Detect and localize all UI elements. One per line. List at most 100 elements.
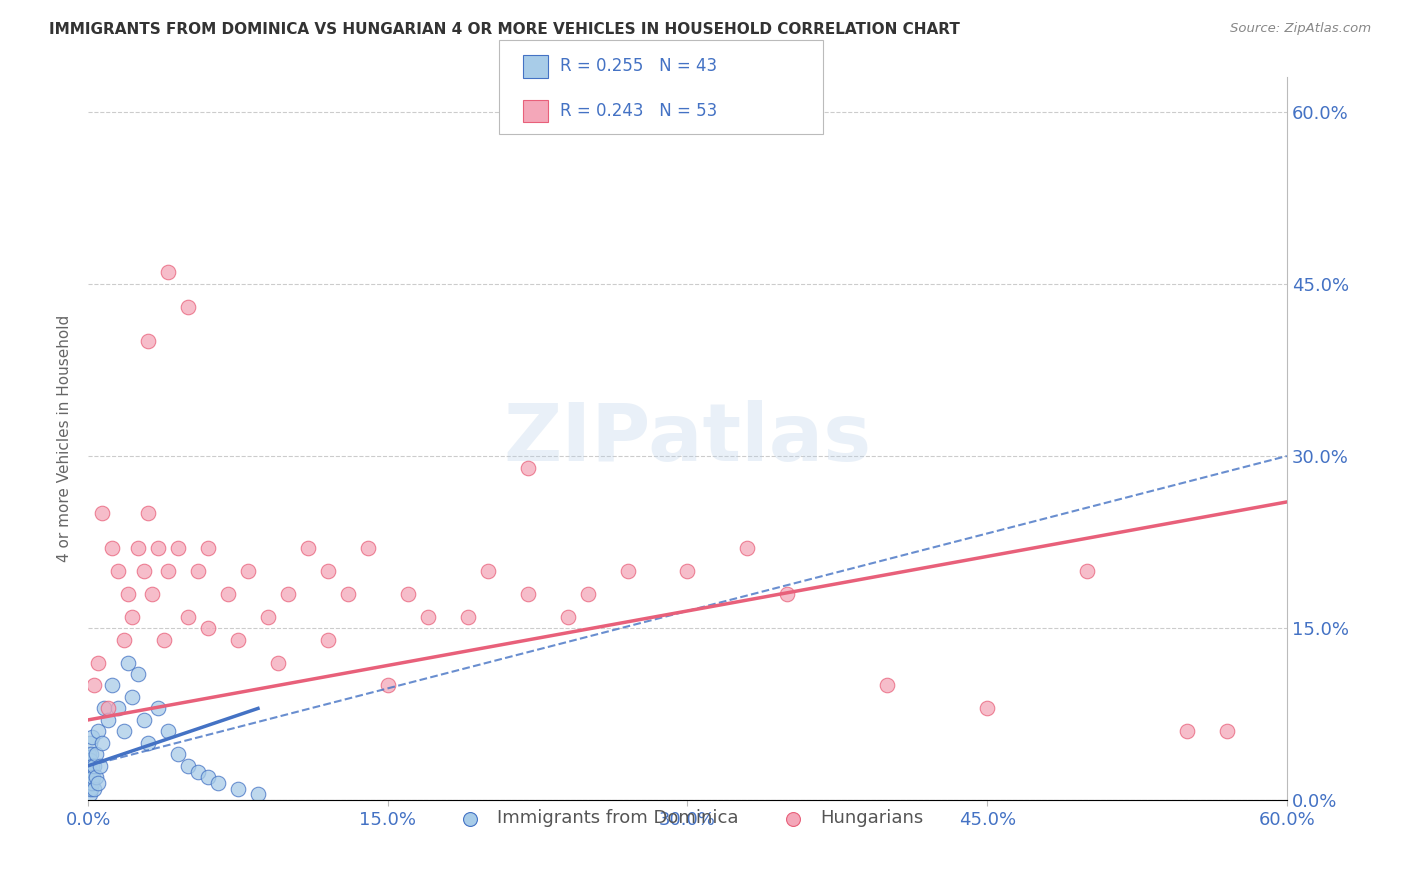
Point: [117, 587, 139, 601]
Point: [101, 541, 124, 555]
Point: [416, 609, 439, 624]
Point: [236, 564, 259, 578]
Point: [177, 300, 200, 314]
Point: [277, 587, 299, 601]
Point: [357, 541, 380, 555]
Point: [1175, 724, 1198, 739]
Text: R = 0.243   N = 53: R = 0.243 N = 53: [560, 102, 717, 120]
Text: ZIPatlas: ZIPatlas: [503, 400, 872, 478]
Point: [80, 747, 103, 762]
Point: [117, 656, 139, 670]
Point: [89, 759, 111, 773]
Point: [82, 759, 104, 773]
Point: [97, 701, 120, 715]
Point: [676, 564, 699, 578]
Point: [136, 334, 159, 349]
Point: [77, 747, 100, 762]
Point: [127, 541, 149, 555]
Point: [557, 609, 579, 624]
Point: [136, 736, 159, 750]
Point: [79, 788, 101, 802]
Point: [80, 770, 103, 784]
Point: [80, 781, 103, 796]
Point: [77, 781, 100, 796]
Point: [77, 770, 100, 784]
Point: [157, 265, 180, 279]
Point: [93, 701, 115, 715]
Point: [187, 564, 209, 578]
Point: [876, 678, 898, 692]
Point: [576, 587, 599, 601]
Point: [516, 460, 538, 475]
Point: [132, 564, 155, 578]
Point: [112, 724, 135, 739]
Point: [79, 753, 101, 767]
Point: [257, 609, 280, 624]
Point: [82, 730, 104, 744]
Point: [121, 609, 143, 624]
Point: [107, 564, 129, 578]
Point: [177, 759, 200, 773]
Point: [87, 724, 110, 739]
Text: IMMIGRANTS FROM DOMINICA VS HUNGARIAN 4 OR MORE VEHICLES IN HOUSEHOLD CORRELATIO: IMMIGRANTS FROM DOMINICA VS HUNGARIAN 4 …: [49, 22, 960, 37]
Point: [1076, 564, 1098, 578]
Point: [457, 609, 479, 624]
Point: [97, 713, 120, 727]
Point: [146, 541, 169, 555]
Point: [82, 776, 104, 790]
Point: [141, 587, 163, 601]
Point: [79, 764, 101, 779]
Point: [207, 776, 229, 790]
Point: [167, 747, 190, 762]
Point: [91, 507, 114, 521]
Text: Source: ZipAtlas.com: Source: ZipAtlas.com: [1230, 22, 1371, 36]
Legend: Immigrants from Dominica, Hungarians: Immigrants from Dominica, Hungarians: [444, 802, 931, 835]
Point: [77, 759, 100, 773]
Point: [217, 587, 239, 601]
Point: [157, 564, 180, 578]
Text: R = 0.255   N = 43: R = 0.255 N = 43: [560, 57, 717, 76]
Point: [316, 564, 339, 578]
Point: [157, 724, 180, 739]
Point: [1216, 724, 1239, 739]
Point: [616, 564, 638, 578]
Point: [83, 781, 105, 796]
Point: [396, 587, 419, 601]
Point: [84, 747, 107, 762]
Point: [83, 759, 105, 773]
Point: [177, 609, 200, 624]
Point: [197, 621, 219, 635]
Point: [477, 564, 499, 578]
Point: [87, 656, 110, 670]
Point: [226, 632, 249, 647]
Point: [83, 678, 105, 692]
Point: [336, 587, 359, 601]
Point: [187, 764, 209, 779]
Point: [246, 788, 269, 802]
Point: [267, 656, 290, 670]
Point: [107, 701, 129, 715]
Point: [197, 541, 219, 555]
Point: [121, 690, 143, 704]
Point: [976, 701, 998, 715]
Point: [91, 736, 114, 750]
Point: [737, 541, 759, 555]
Point: [87, 776, 110, 790]
Point: [146, 701, 169, 715]
Point: [101, 678, 124, 692]
Point: [82, 770, 104, 784]
Point: [377, 678, 399, 692]
Point: [84, 770, 107, 784]
Point: [316, 632, 339, 647]
Point: [127, 667, 149, 681]
Point: [79, 736, 101, 750]
Point: [132, 713, 155, 727]
Point: [167, 541, 190, 555]
Point: [112, 632, 135, 647]
Point: [79, 776, 101, 790]
Y-axis label: 4 or more Vehicles in Household: 4 or more Vehicles in Household: [58, 315, 72, 563]
Point: [226, 781, 249, 796]
Point: [153, 632, 176, 647]
Point: [297, 541, 319, 555]
Point: [776, 587, 799, 601]
